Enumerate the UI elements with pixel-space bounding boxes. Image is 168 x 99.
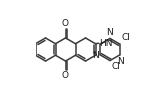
Text: O: O (61, 71, 69, 80)
Text: Cl: Cl (121, 33, 130, 42)
Text: N: N (92, 50, 99, 59)
Text: O: O (61, 19, 69, 28)
Text: HN: HN (99, 39, 112, 48)
Text: N: N (106, 28, 113, 37)
Text: N: N (117, 57, 123, 66)
Text: Cl: Cl (112, 62, 121, 71)
